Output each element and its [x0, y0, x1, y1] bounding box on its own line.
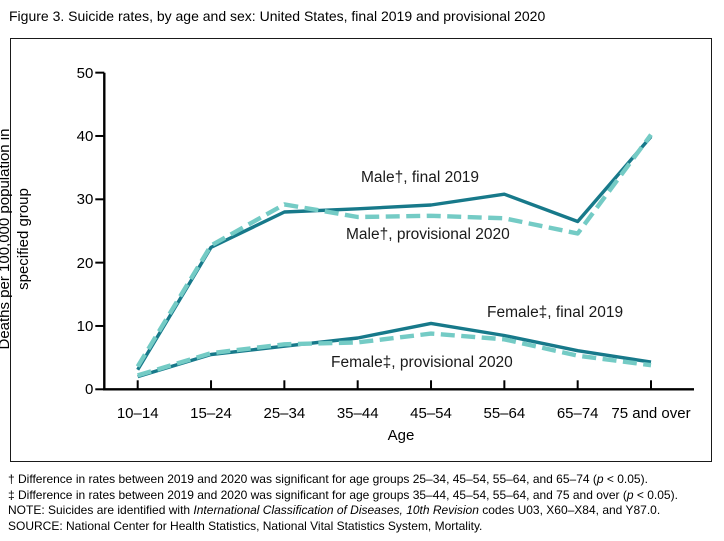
x-tick-label: 10–14 — [116, 405, 159, 423]
figure-title: Figure 3. Suicide rates, by age and sex:… — [9, 8, 546, 24]
y-tick-label: 30 — [76, 191, 94, 209]
x-axis-title: Age — [387, 427, 415, 444]
x-tick-label: 65–74 — [556, 405, 599, 423]
footnote-line: ‡ Difference in rates between 2019 and 2… — [8, 487, 678, 502]
footnotes: † Difference in rates between 2019 and 2… — [8, 472, 678, 534]
x-tick-label: 55–64 — [483, 405, 526, 423]
y-tick-label: 20 — [76, 254, 94, 272]
series-label-female-final-2019: Female‡, final 2019 — [487, 304, 624, 321]
footnote-line: † Difference in rates between 2019 and 2… — [8, 472, 648, 486]
line-chart-plot — [95, 71, 694, 391]
y-tick-label: 40 — [76, 127, 94, 145]
footnote-line: NOTE: Suicides are identified with Inter… — [8, 503, 661, 517]
x-tick-label: 35–44 — [336, 405, 379, 423]
y-tick-label: 50 — [76, 64, 94, 82]
series-label-male-provisional-2020: Male†, provisional 2020 — [346, 226, 510, 243]
y-axis-title: Deaths per 100,000 population in specifi… — [0, 128, 32, 350]
y-tick-label: 0 — [84, 381, 94, 399]
x-tick-label: 25–34 — [263, 405, 306, 423]
footnote-line: SOURCE: National Center for Health Stati… — [8, 518, 483, 533]
series-label-female-provisional-2020: Female‡, provisional 2020 — [331, 354, 513, 371]
x-tick-label: 75 and over — [611, 405, 691, 423]
x-tick-label: 15–24 — [190, 405, 232, 423]
chart-frame: Deaths per 100,000 population in specifi… — [0, 38, 712, 462]
series-label-male-final-2019: Male†, final 2019 — [361, 169, 480, 186]
x-tick-label: 45–54 — [410, 405, 452, 423]
y-tick-label: 10 — [76, 317, 94, 335]
